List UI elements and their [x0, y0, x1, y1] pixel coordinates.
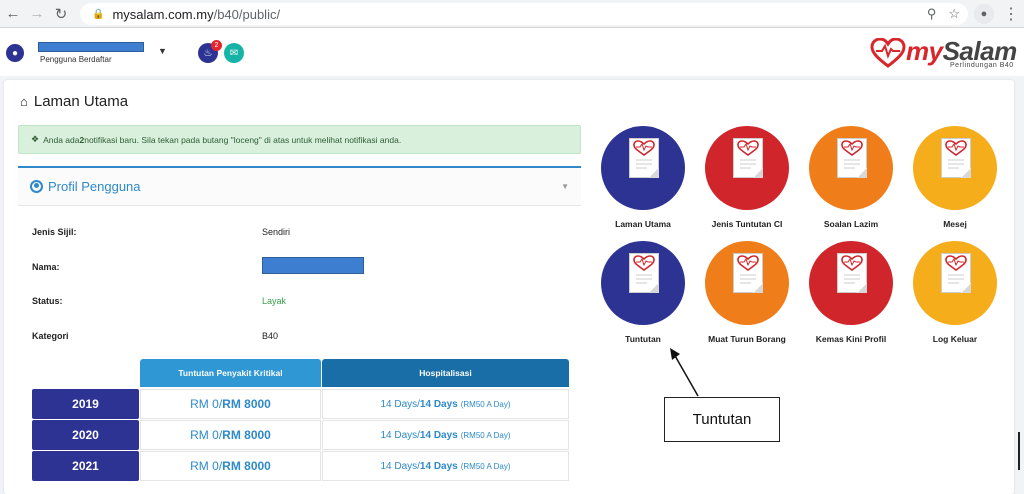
callout-box: Tuntutan — [664, 397, 780, 442]
reload-icon[interactable]: ↻ — [54, 5, 68, 23]
ci-cell: RM 0 / RM 8000 — [140, 389, 321, 419]
money-document-icon — [601, 241, 685, 325]
info-icon: ❖ — [31, 134, 40, 144]
main-card: ⌂ Laman Utama ❖ Anda ada 2 notifikasi ba… — [4, 80, 1014, 494]
tile-mesej[interactable]: Mesej — [899, 126, 1009, 234]
column-header-hospitalisation: Hospitalisasi — [322, 359, 569, 387]
home-icon: ⌂ — [20, 94, 28, 109]
user-avatar-icon[interactable]: ● — [6, 44, 24, 62]
tile-label: Laman Utama — [615, 219, 671, 229]
notification-alert: ❖ Anda ada 2 notifikasi baru. Sila tekan… — [18, 125, 581, 154]
browser-toolbar: ← → ↻ 🔒 mysalam.com.my/b40/public/ ⚲ ☆ ●… — [0, 0, 1024, 28]
year-cell: 2021 — [32, 451, 139, 481]
user-name-redacted — [38, 42, 144, 52]
alert-text-before: Anda ada — [43, 134, 80, 145]
profile-panel: Profil Pengguna ▼ Jenis Sijil: Sendiri N… — [18, 166, 581, 486]
ci-cell: RM 0 / RM 8000 — [140, 451, 321, 481]
profile-document-icon — [809, 241, 893, 325]
address-bar[interactable]: 🔒 mysalam.com.my/b40/public/ ⚲ ☆ — [80, 3, 968, 25]
logo-subtitle: Perlindungan B40 — [950, 62, 1014, 69]
name-redacted — [262, 257, 364, 274]
download-document-icon — [705, 241, 789, 325]
tile-label: Muat Turun Borang — [708, 334, 786, 344]
tile-laman-utama[interactable]: Laman Utama — [587, 126, 697, 234]
callout-arrow-icon — [670, 348, 699, 397]
hospitalisation-cell: 14 Days / 14 Days (RM50 A Day) — [322, 389, 569, 419]
url-host: mysalam.com.my — [112, 6, 214, 22]
tile-log-keluar[interactable]: Log Keluar — [899, 241, 1009, 349]
field-value-jenis-sijil: Sendiri — [262, 227, 291, 237]
chevron-down-icon[interactable]: ▼ — [158, 46, 167, 56]
field-label-kategori: Kategori — [32, 331, 69, 341]
field-label-jenis-sijil: Jenis Sijil: — [32, 227, 77, 237]
field-label-status: Status: — [32, 296, 63, 306]
tile-muat-turun-borang[interactable]: Muat Turun Borang — [691, 241, 801, 349]
home-document-icon — [601, 126, 685, 210]
tile-label: Kemas Kini Profil — [815, 334, 887, 344]
table-row: 2021 RM 0 / RM 8000 14 Days / 14 Days (RM… — [32, 451, 569, 482]
field-value-kategori: B40 — [262, 331, 279, 341]
back-icon[interactable]: ← — [5, 5, 21, 22]
year-cell: 2020 — [32, 420, 139, 450]
certificate-document-icon — [705, 126, 789, 210]
bookmark-star-icon[interactable]: ☆ — [948, 6, 960, 21]
tile-label: Log Keluar — [932, 334, 978, 344]
profile-heading: Profil Pengguna — [48, 179, 141, 194]
heart-pulse-icon — [870, 38, 906, 68]
hospitalisation-cell: 14 Days / 14 Days (RM50 A Day) — [322, 420, 569, 450]
mail-icon[interactable]: ✉ — [224, 43, 244, 63]
url-path: /b40/public/ — [213, 6, 281, 22]
browser-profile-icon[interactable]: ● — [974, 4, 994, 24]
tile-label: Soalan Lazim — [823, 219, 879, 229]
user-role: Pengguna Berdaftar — [40, 55, 112, 64]
field-value-status: Layak — [262, 296, 287, 306]
logout-document-icon — [913, 241, 997, 325]
column-header-critical-illness: Tuntutan Penyakit Kritikal — [140, 359, 321, 387]
mysalam-logo[interactable]: mySalam Perlindungan B40 — [870, 36, 1017, 72]
tile-soalan-lazim[interactable]: Soalan Lazim — [795, 126, 905, 234]
app-header: ● Pengguna Berdaftar ▼ ♨ 2 ✉ mySalam Per… — [0, 28, 1024, 76]
user-circle-icon — [30, 180, 43, 193]
tile-tuntutan[interactable]: Tuntutan — [587, 241, 697, 349]
ci-cell: RM 0 / RM 8000 — [140, 420, 321, 450]
lock-icon: 🔒 — [92, 8, 105, 20]
page-title-text: Laman Utama — [33, 93, 129, 110]
notification-badge: 2 — [211, 40, 222, 51]
edge-divider — [1018, 432, 1020, 470]
forward-icon[interactable]: → — [29, 5, 45, 22]
browser-menu-icon[interactable]: ⋮ — [1003, 6, 1019, 23]
alert-count: 2 — [79, 134, 85, 145]
tile-kemas-kini-profil[interactable]: Kemas Kini Profil — [795, 241, 905, 349]
tile-label: Mesej — [943, 219, 967, 229]
hospitalisation-cell: 14 Days / 14 Days (RM50 A Day) — [322, 451, 569, 481]
year-cell: 2019 — [32, 389, 139, 419]
faq-document-icon — [809, 126, 893, 210]
tile-jenis-tuntutan-ci[interactable]: Jenis Tuntutan CI — [691, 126, 801, 234]
zoom-icon[interactable]: ⚲ — [926, 6, 937, 21]
alert-text-after: notifikasi baru. Sila tekan pada butang … — [84, 134, 402, 145]
caret-down-icon[interactable]: ▼ — [561, 182, 569, 191]
tile-label: Jenis Tuntutan CI — [711, 219, 783, 229]
table-row: 2020 RM 0 / RM 8000 14 Days / 14 Days (RM… — [32, 420, 569, 451]
logo-wordmark: mySalam — [906, 36, 1017, 66]
table-row: 2019 RM 0 / RM 8000 14 Days / 14 Days (RM… — [32, 389, 569, 420]
tile-label: Tuntutan — [625, 334, 661, 344]
field-label-nama: Nama: — [32, 262, 60, 272]
message-document-icon — [913, 126, 997, 210]
page-title: ⌂ Laman Utama — [20, 93, 128, 110]
profile-panel-header[interactable]: Profil Pengguna ▼ — [18, 168, 581, 206]
